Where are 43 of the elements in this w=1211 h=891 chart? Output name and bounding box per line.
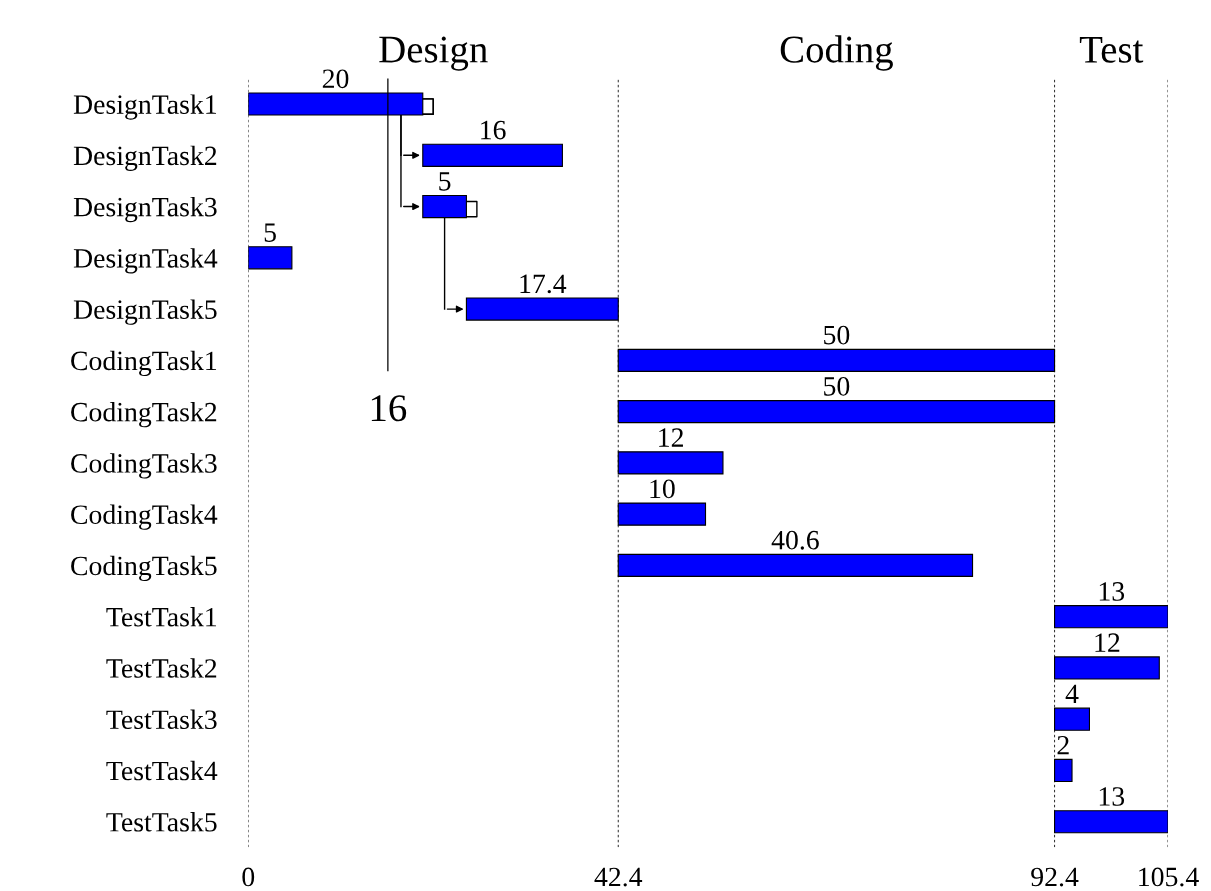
data-label: 20: [322, 69, 349, 89]
data-label: 5: [439, 172, 451, 191]
bar: [617, 348, 1056, 372]
x-tick-label: 0: [242, 867, 255, 887]
data-label: 13: [1099, 787, 1125, 806]
y-tick-label: DesignTask2: [73, 145, 217, 171]
bar: [248, 246, 293, 270]
data-label: 5: [264, 223, 276, 242]
bar: [617, 553, 974, 577]
data-label: 50: [824, 376, 850, 396]
y-tick-label: TestTask4: [106, 760, 218, 781]
ref-line-label: 16: [371, 395, 407, 422]
data-label: 50: [824, 325, 850, 345]
data-label: 13: [1099, 582, 1125, 601]
y-tick-label: TestTask5: [106, 812, 217, 832]
data-label: 10: [650, 479, 675, 499]
y-tick-label: TestTask2: [106, 658, 217, 678]
bar: [422, 143, 563, 167]
y-tick-label: CodingTask2: [71, 401, 217, 428]
text: Test: [1079, 36, 1144, 63]
x-tick-label: 92.4: [1031, 867, 1079, 887]
data-label: 2: [1057, 735, 1069, 755]
y-tick-label: CodingTask4: [71, 504, 218, 530]
bar: [1054, 810, 1169, 834]
y-tick-label: TestTask3: [106, 709, 217, 730]
y-tick-label: DesignTask1: [73, 94, 217, 120]
y-tick-label: DesignTask5: [73, 299, 217, 325]
y-tick-label: DesignTask3: [73, 196, 217, 223]
data-label: 4: [1065, 684, 1079, 704]
y-tick-label: TestTask1: [106, 607, 217, 627]
text: Coding: [780, 35, 893, 71]
text: Design: [379, 36, 488, 71]
data-label: 16: [481, 120, 506, 140]
x-tick-label: 105.4: [1139, 867, 1199, 887]
y-tick-label: CodingTask1: [71, 350, 217, 376]
y-tick-label: CodingTask3: [71, 453, 217, 479]
y-tick-label: CodingTask5: [71, 555, 217, 582]
data-label: 12: [659, 428, 683, 447]
data-label: 12: [1095, 633, 1120, 652]
x-tick-label: 42.4: [594, 867, 643, 887]
data-label: 40.6: [771, 530, 819, 550]
data-label: 17.4: [520, 274, 567, 294]
y-tick-label: DesignTask4: [73, 248, 218, 274]
